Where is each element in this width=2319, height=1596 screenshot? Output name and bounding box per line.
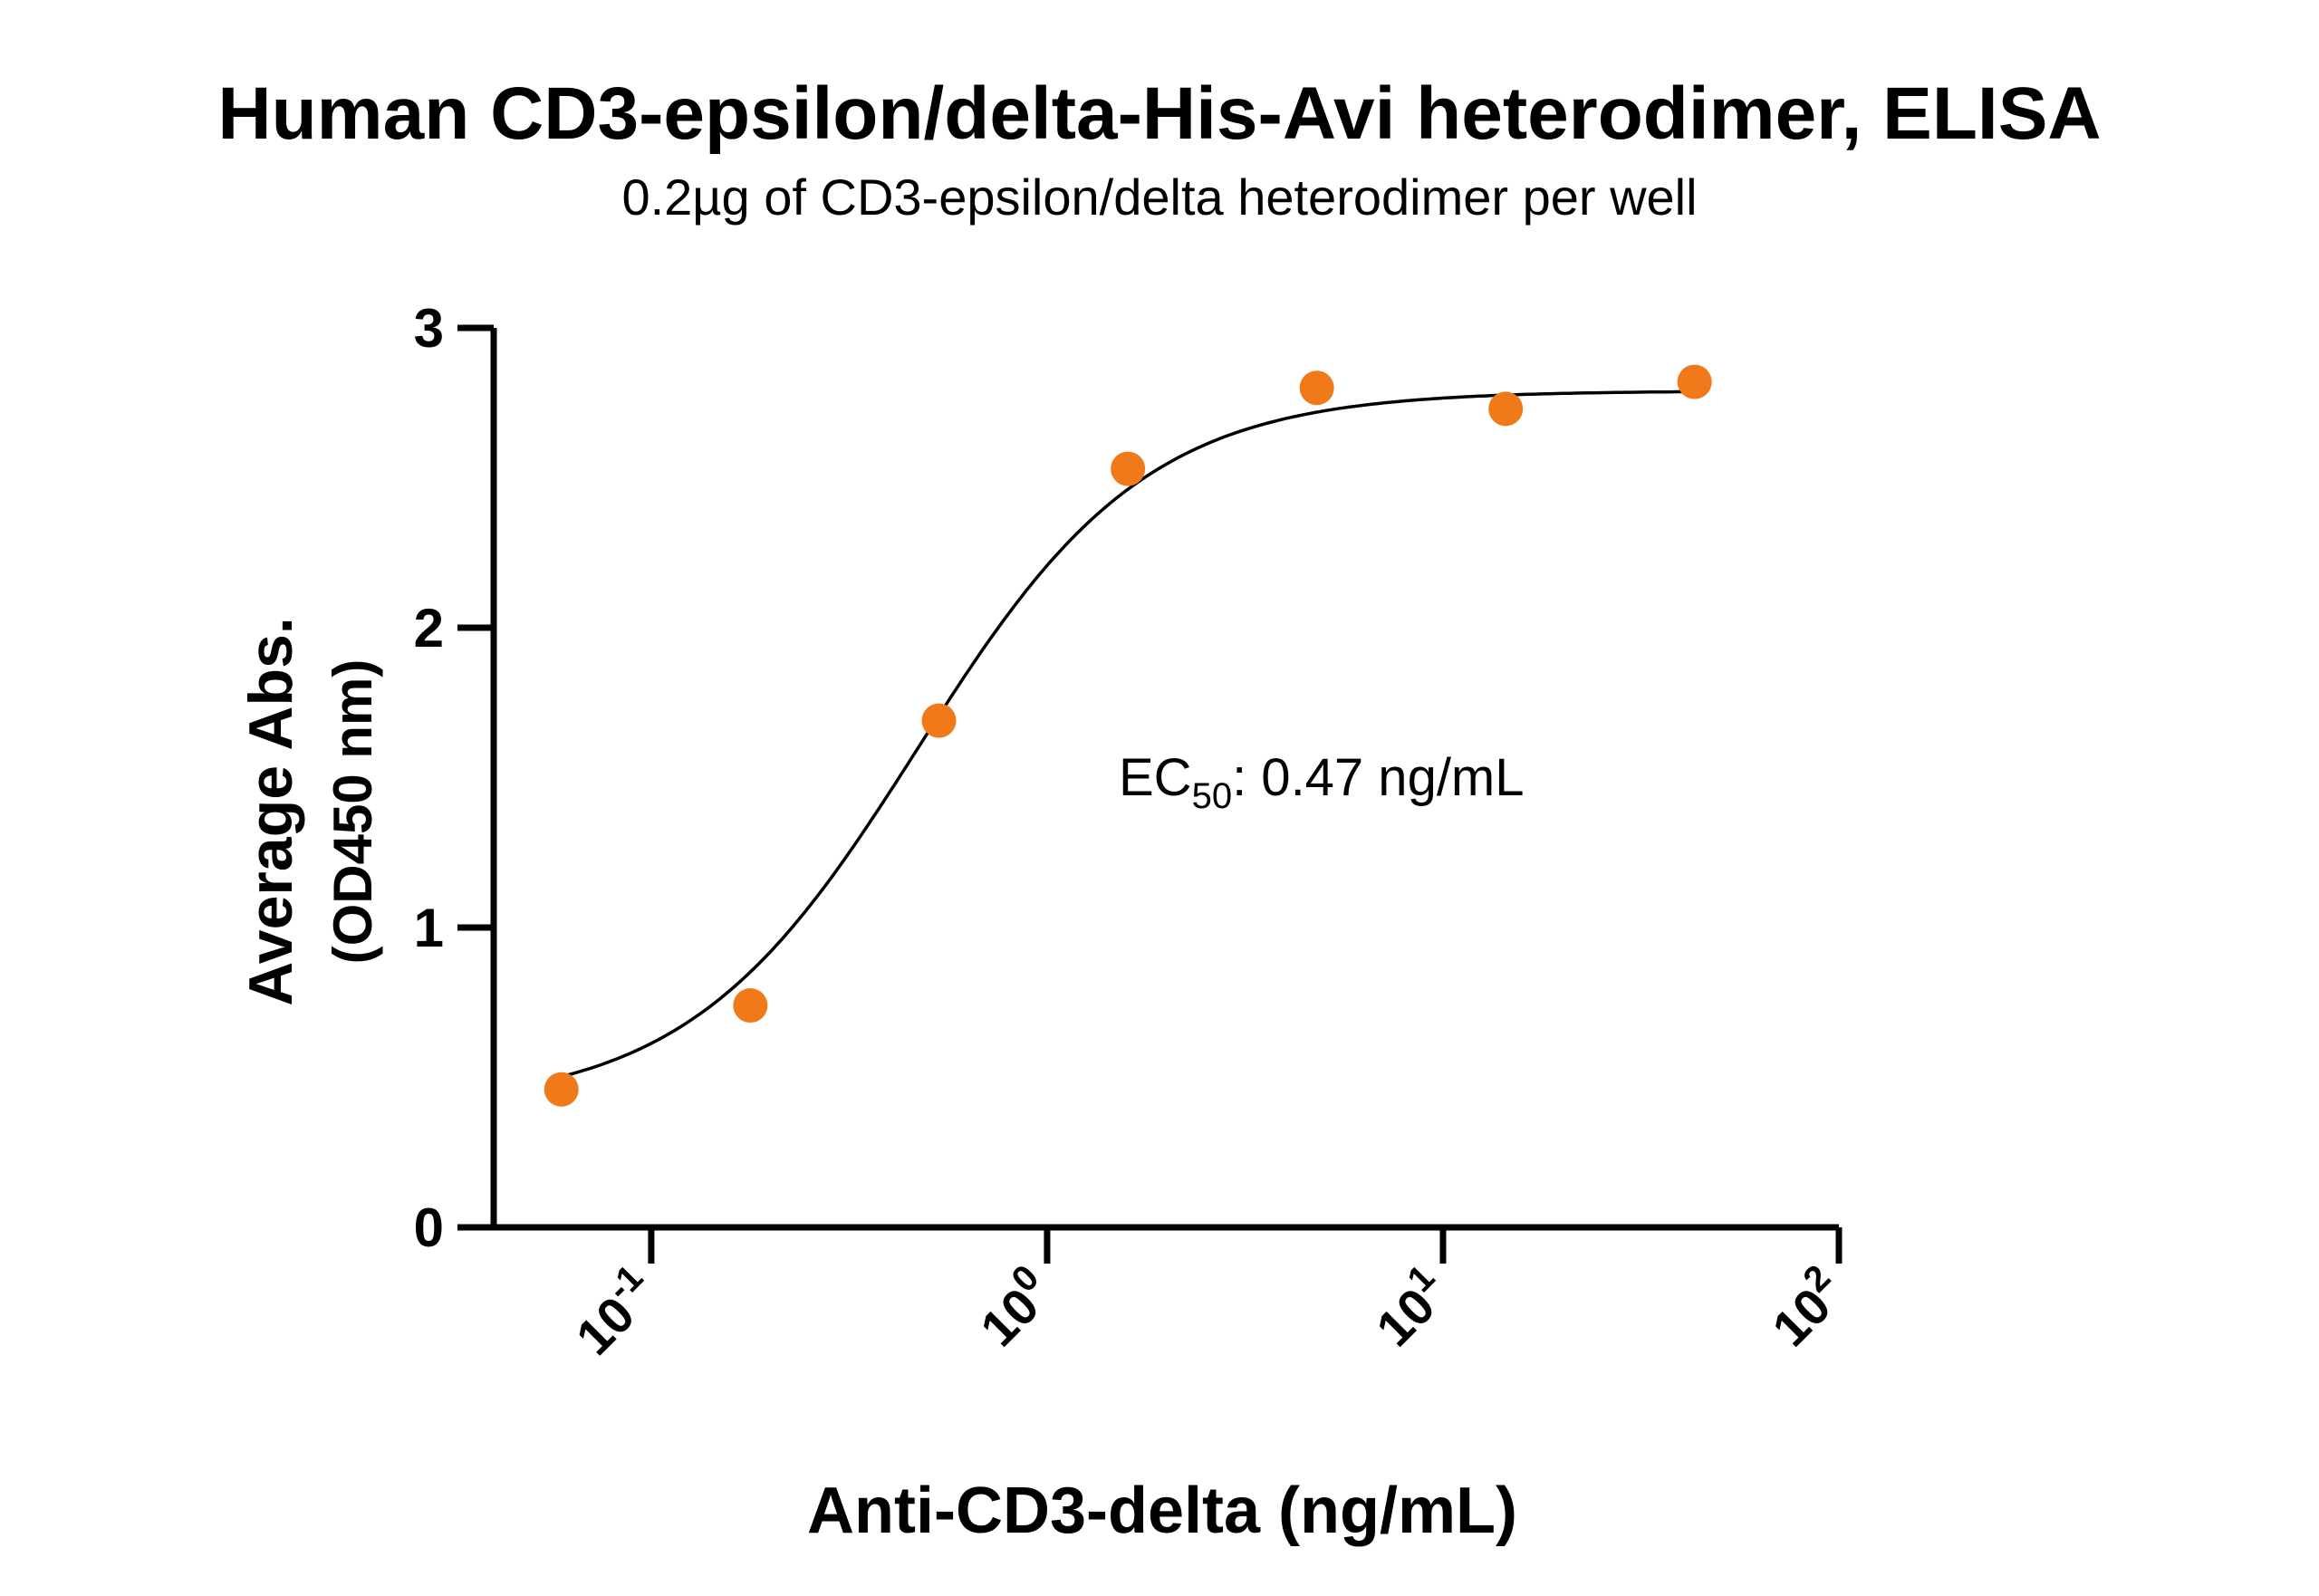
ec50-prefix: EC	[1119, 748, 1192, 807]
y-axis-title: Average Abs.	[236, 617, 305, 1006]
data-point	[921, 703, 957, 738]
ec50-value: : 0.47 ng/mL	[1232, 748, 1524, 807]
y-tick-label: 1	[414, 898, 444, 958]
data-point	[544, 1072, 579, 1107]
y-tick-label: 0	[414, 1197, 444, 1258]
y-ticks: 0 1 2 3	[414, 298, 494, 1258]
data-points	[544, 364, 1712, 1107]
data-point	[1677, 364, 1712, 399]
axes	[490, 328, 1839, 1231]
chart-subtitle: 0.2µg of CD3-epsilon/delta heterodimer p…	[621, 168, 1698, 226]
x-tick-label: 10-1	[560, 1257, 668, 1365]
data-point	[1299, 370, 1334, 406]
ec50-annotation: EC50: 0.47 ng/mL	[1119, 748, 1525, 816]
x-tick-label: 101	[1360, 1257, 1459, 1357]
y-axis-unit: (OD450 nm)	[322, 659, 383, 965]
x-ticks: 10-1 100 101 102	[560, 1227, 1855, 1366]
x-axis-title: Anti-CD3-delta (ng/mL)	[807, 1475, 1517, 1547]
fit-curve	[561, 389, 1695, 1079]
y-tick-label: 2	[414, 598, 444, 659]
data-point	[1488, 391, 1524, 427]
data-point	[733, 988, 768, 1024]
fit-curve-layer	[561, 389, 1695, 1079]
y-tick-label: 3	[414, 298, 444, 359]
x-tick-label: 102	[1756, 1257, 1855, 1357]
x-tick-label: 100	[964, 1257, 1063, 1357]
ec50-subscript: 50	[1192, 776, 1233, 816]
chart-title: Human CD3-epsilon/delta-His-Avi heterodi…	[217, 72, 2102, 155]
data-point	[1111, 451, 1146, 486]
